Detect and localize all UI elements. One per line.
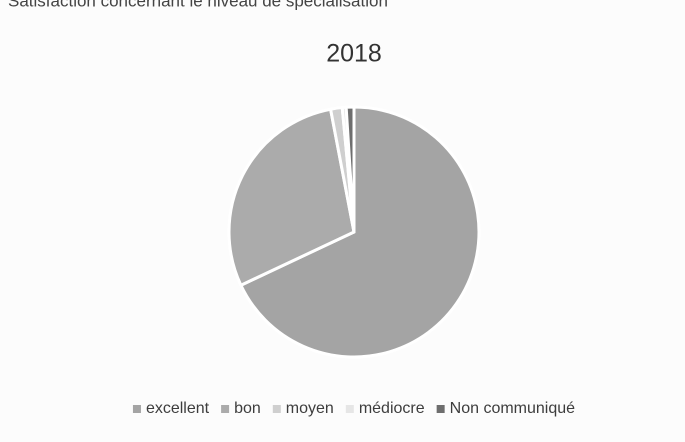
- legend-label: excellent: [146, 400, 210, 417]
- chart-subtitle: Satisfaction concernant le niveau de spé…: [8, 0, 388, 10]
- legend-label: médiocre: [359, 400, 425, 417]
- legend: excellent bon moyen médiocre Non communiqué: [132, 400, 576, 417]
- legend-swatch: [345, 405, 354, 413]
- legend-swatch: [436, 405, 445, 413]
- legend-label: Non communiqué: [450, 400, 576, 417]
- legend-swatch: [221, 405, 230, 413]
- pie: [227, 105, 481, 359]
- legend-swatch: [132, 405, 141, 413]
- legend-swatch: [272, 405, 281, 413]
- chart-title: 2018: [326, 40, 382, 68]
- pie-slice: [239, 105, 481, 359]
- pie-slice: [344, 105, 356, 234]
- legend-label: moyen: [286, 400, 334, 417]
- legend-label: bon: [234, 400, 261, 417]
- pie-slice: [227, 107, 356, 287]
